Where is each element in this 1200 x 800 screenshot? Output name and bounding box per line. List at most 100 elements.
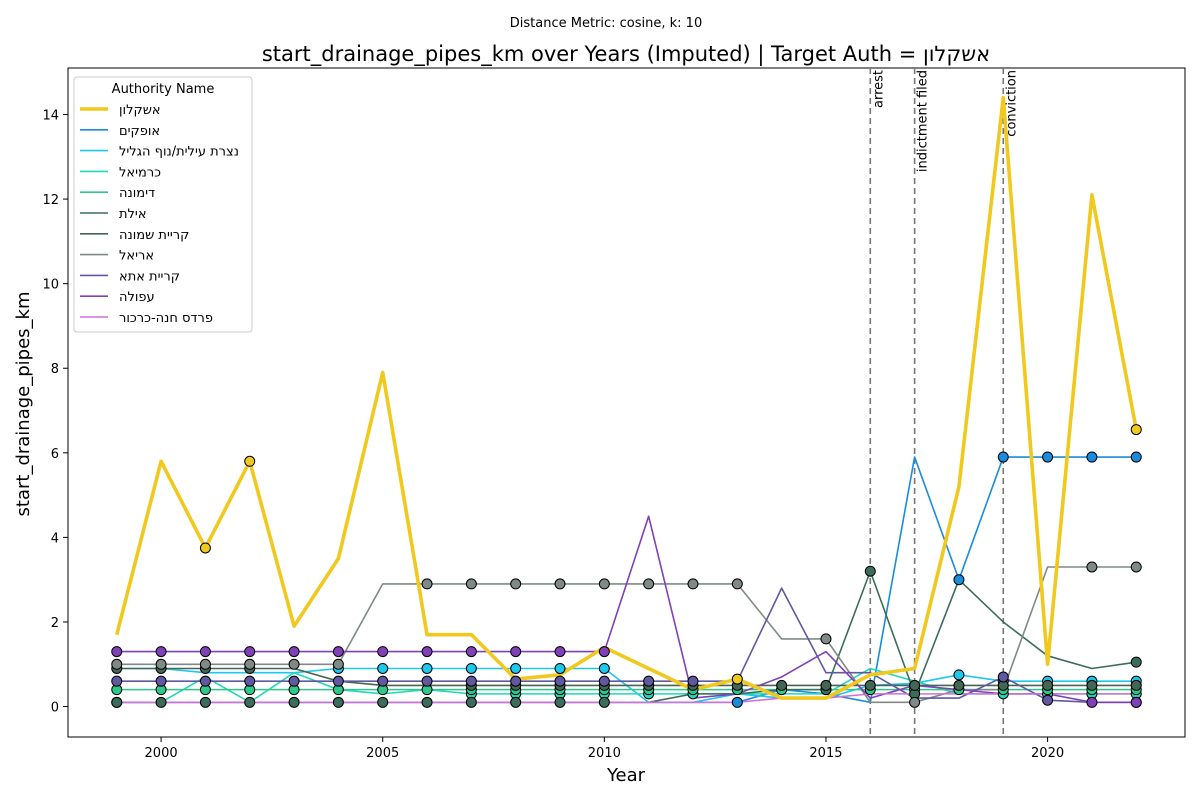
- imputed-point: [510, 675, 522, 687]
- plot-frame: [67, 67, 1186, 738]
- imputed-point: [510, 662, 522, 674]
- imputed-points: [111, 424, 1142, 708]
- imputed-point: [199, 542, 211, 554]
- legend-label: עפולה: [119, 290, 155, 305]
- imputed-point: [953, 669, 965, 681]
- imputed-point: [288, 675, 300, 687]
- imputed-point: [155, 658, 167, 670]
- imputed-point: [1130, 696, 1142, 708]
- legend-label: קריית אתא: [119, 269, 180, 284]
- chart-suptitle: Distance Metric: cosine, k: 10: [510, 16, 702, 31]
- legend-label: נצרת עילית/נוף הגליל: [119, 145, 239, 160]
- imputed-point: [1130, 679, 1142, 691]
- imputed-point: [554, 646, 566, 658]
- imputed-point: [244, 646, 256, 658]
- y-tick-label: 12: [42, 193, 59, 208]
- imputed-point: [155, 675, 167, 687]
- legend-label: קריית שמונה: [119, 228, 189, 243]
- series-line: [116, 667, 1137, 687]
- imputed-point: [111, 696, 123, 708]
- x-axis-label: Year: [606, 765, 646, 786]
- imputed-point: [332, 696, 344, 708]
- imputed-point: [199, 658, 211, 670]
- y-tick-label: 2: [51, 616, 59, 631]
- imputed-point: [820, 633, 832, 645]
- y-tick-label: 6: [51, 447, 59, 462]
- series-line: [116, 515, 1137, 704]
- imputed-point: [111, 646, 123, 658]
- imputed-point: [421, 646, 433, 658]
- imputed-point: [643, 675, 655, 687]
- imputed-point: [377, 696, 389, 708]
- imputed-point: [332, 646, 344, 658]
- legend-label: אילת: [119, 207, 147, 222]
- imputed-point: [953, 679, 965, 691]
- imputed-point: [1086, 679, 1098, 691]
- x-tick-label: 2020: [1031, 746, 1064, 761]
- imputed-point: [199, 696, 211, 708]
- imputed-point: [510, 696, 522, 708]
- imputed-point: [820, 679, 832, 691]
- imputed-point: [377, 675, 389, 687]
- imputed-point: [909, 679, 921, 691]
- event-label: conviction: [1004, 70, 1019, 137]
- legend-title: Authority Name: [112, 82, 215, 97]
- imputed-point: [465, 675, 477, 687]
- imputed-point: [111, 658, 123, 670]
- imputed-point: [554, 662, 566, 674]
- y-tick-label: 4: [51, 531, 59, 546]
- legend-label: אריאל: [119, 249, 154, 264]
- imputed-point: [643, 578, 655, 590]
- event-markers: arrest indictment filed conviction: [869, 68, 1019, 737]
- series-lines: [115, 95, 1139, 704]
- imputed-point: [155, 646, 167, 658]
- x-tick-label: 2005: [366, 746, 399, 761]
- imputed-point: [421, 578, 433, 590]
- legend: Authority Name אשקלון אופקים נצרת עילית/נו…: [73, 76, 253, 333]
- imputed-point: [554, 696, 566, 708]
- imputed-point: [465, 696, 477, 708]
- imputed-point: [731, 673, 743, 685]
- imputed-point: [864, 679, 876, 691]
- y-tick-label: 8: [51, 362, 59, 377]
- imputed-point: [244, 455, 256, 467]
- legend-label: אופקים: [119, 124, 160, 139]
- imputed-point: [1130, 561, 1142, 573]
- imputed-point: [155, 696, 167, 708]
- imputed-point: [332, 675, 344, 687]
- imputed-point: [1042, 694, 1054, 706]
- imputed-point: [465, 646, 477, 658]
- imputed-point: [1086, 561, 1098, 573]
- legend-entries: אשקלון אופקים נצרת עילית/נוף הגליל כרמיאל די…: [80, 103, 239, 326]
- imputed-point: [598, 696, 610, 708]
- imputed-point: [554, 675, 566, 687]
- imputed-point: [421, 675, 433, 687]
- imputed-point: [421, 696, 433, 708]
- imputed-point: [199, 675, 211, 687]
- imputed-point: [731, 578, 743, 590]
- series-line: [115, 95, 1139, 700]
- x-tick-label: 2000: [145, 746, 178, 761]
- y-axis-label: start_drainage_pipes_km: [13, 292, 34, 517]
- imputed-point: [997, 451, 1009, 463]
- imputed-point: [1086, 451, 1098, 463]
- imputed-point: [1130, 424, 1142, 436]
- imputed-point: [554, 578, 566, 590]
- imputed-point: [421, 662, 433, 674]
- imputed-point: [1042, 679, 1054, 691]
- imputed-point: [288, 658, 300, 670]
- legend-label: פרדס חנה-כרכור: [119, 311, 213, 326]
- imputed-point: [111, 675, 123, 687]
- imputed-point: [332, 658, 344, 670]
- x-tick-label: 2010: [588, 746, 621, 761]
- imputed-point: [465, 662, 477, 674]
- x-tick-label: 2015: [809, 746, 842, 761]
- series-line: [116, 693, 1137, 704]
- imputed-point: [199, 646, 211, 658]
- event-label: arrest: [871, 70, 886, 108]
- imputed-point: [510, 578, 522, 590]
- imputed-point: [776, 679, 788, 691]
- imputed-point: [598, 662, 610, 674]
- imputed-point: [598, 675, 610, 687]
